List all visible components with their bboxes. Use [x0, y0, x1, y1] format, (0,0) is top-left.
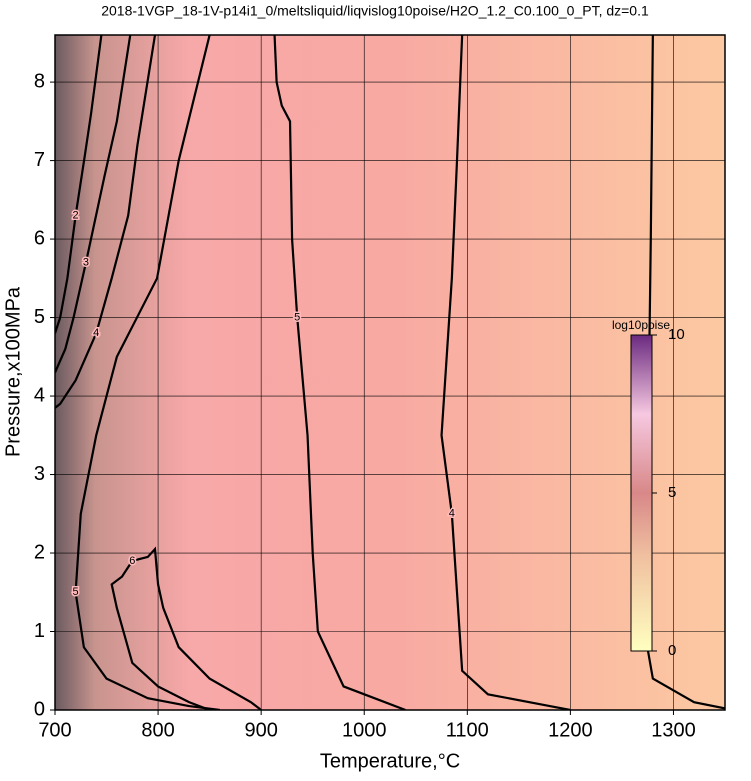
contour-label: 2 [73, 209, 79, 221]
colorbar-tick-label: 10 [668, 326, 685, 343]
plot-frame [54, 34, 726, 711]
x-tick-label: 1000 [342, 719, 387, 741]
x-tick-label: 1100 [446, 719, 489, 741]
contour-line [110, 546, 262, 710]
y-axis-label: Pressure,x100MPa [2, 286, 24, 457]
contour-label: 5 [294, 311, 300, 323]
x-tick-label: 1200 [548, 719, 593, 741]
y-tick-label: 3 [34, 463, 45, 485]
y-tick-label: 6 [34, 227, 45, 249]
contour-label: 4 [93, 327, 99, 339]
y-tick-label: 2 [34, 541, 45, 563]
contour-line [440, 35, 571, 710]
y-tick-label: 4 [34, 384, 45, 406]
y-tick-label: 5 [34, 306, 45, 328]
contour-label: 6 [129, 555, 135, 567]
x-tick-label: 900 [244, 719, 277, 741]
contour-line [74, 35, 221, 710]
contour-line [55, 35, 157, 409]
contour-label: 4 [449, 508, 455, 520]
colorbar-tick-label: 0 [668, 642, 676, 659]
y-tick-label: 7 [34, 149, 45, 171]
chart-title: 2018-1VGP_18-1V-p14i1_0/meltsliquid/liqv… [101, 3, 649, 19]
plot-area: 34556432 [55, 35, 725, 710]
colorbar [630, 334, 653, 652]
x-tick-label: 800 [141, 719, 174, 741]
colorbar-tick-label: 5 [668, 484, 676, 501]
contour-line [55, 35, 132, 373]
y-tick-label: 8 [34, 70, 45, 92]
x-axis-label: Temperature,°C [320, 750, 460, 772]
contour-label: 3 [83, 257, 89, 269]
y-tick-label: 0 [34, 698, 45, 720]
contour-line [55, 35, 103, 334]
y-tick-label: 1 [34, 620, 45, 642]
x-tick-label: 1300 [651, 719, 696, 741]
colorbar-label: log10poise [612, 318, 670, 332]
x-tick-label: 700 [38, 719, 71, 741]
contour-line [273, 35, 406, 710]
contour-label: 5 [73, 586, 79, 598]
plot-background [55, 35, 725, 710]
